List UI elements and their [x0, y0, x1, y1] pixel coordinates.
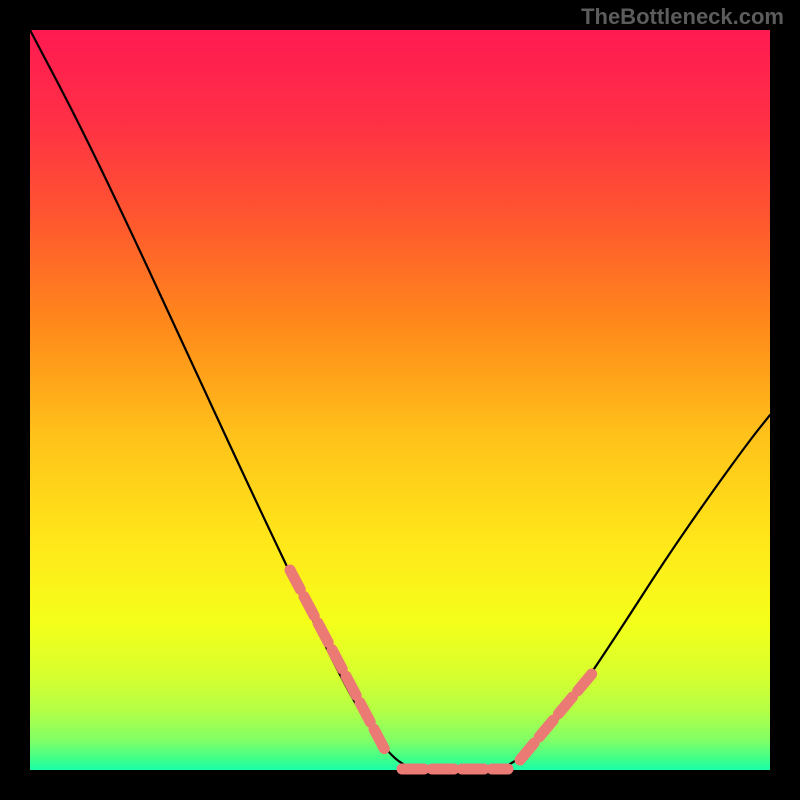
salmon-dash-left: [290, 570, 385, 750]
salmon-dash-right: [520, 670, 595, 760]
salmon-dash-group: [290, 570, 595, 769]
curve-layer: [30, 30, 770, 770]
v-curve-right: [500, 415, 770, 770]
v-curve-left: [30, 30, 415, 770]
plot-area: [30, 30, 770, 770]
watermark-text: TheBottleneck.com: [581, 4, 784, 30]
chart-frame: TheBottleneck.com: [0, 0, 800, 800]
